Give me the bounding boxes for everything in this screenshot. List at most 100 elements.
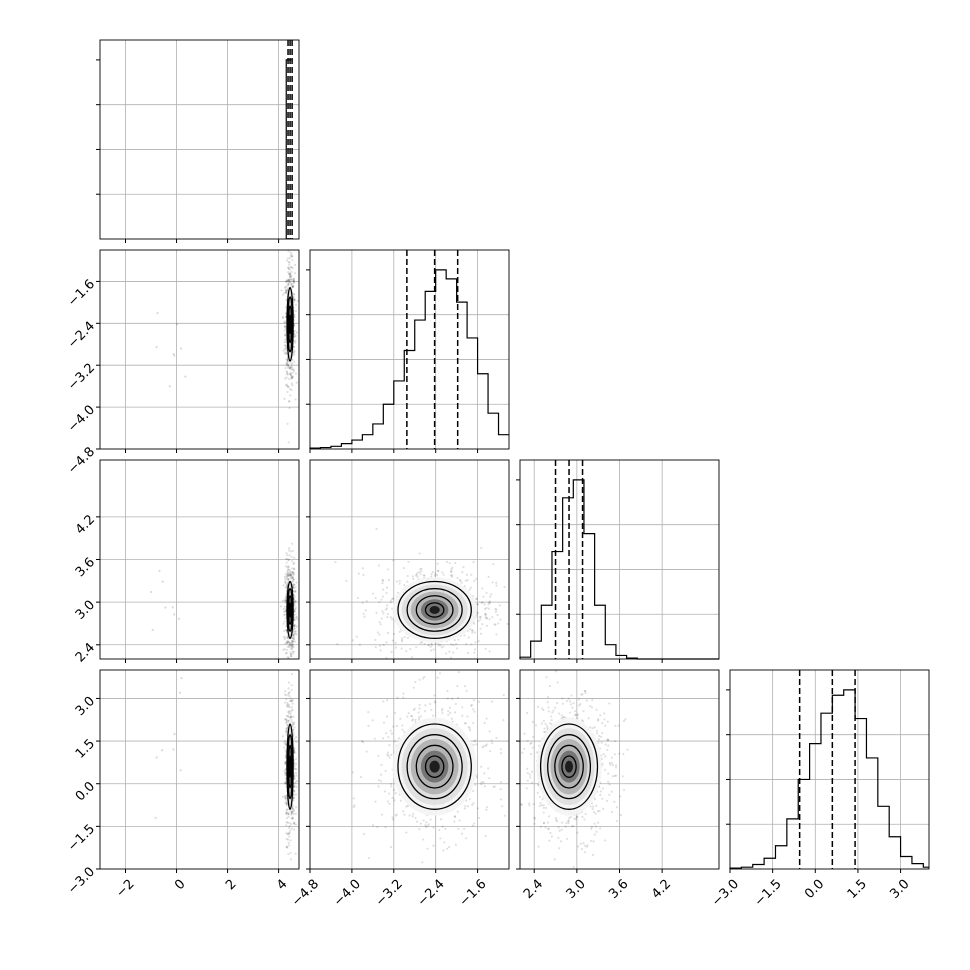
scatter-point — [154, 816, 157, 819]
scatter-point — [289, 372, 292, 375]
scatter-point — [289, 574, 292, 577]
scatter-point — [434, 701, 437, 704]
scatter-point — [285, 694, 288, 697]
scatter-point — [284, 286, 287, 289]
scatter-point — [390, 753, 393, 756]
scatter-point — [499, 618, 502, 621]
scatter-point — [292, 568, 296, 571]
scatter-point — [288, 275, 291, 279]
scatter-point — [284, 586, 287, 589]
scatter-point — [284, 351, 287, 354]
scatter-point — [293, 350, 296, 353]
scatter-point — [574, 714, 577, 717]
scatter-point — [475, 577, 478, 580]
scatter-point — [451, 574, 454, 577]
scatter-point — [288, 400, 291, 403]
scatter-point — [292, 578, 295, 581]
scatter-point — [287, 266, 290, 269]
scatter-point — [293, 600, 297, 603]
scatter-point — [425, 821, 428, 824]
scatter-point — [381, 588, 385, 591]
scatter-point — [461, 571, 464, 574]
scatter-point — [286, 371, 289, 374]
scatter-point — [548, 839, 551, 842]
scatter-point — [374, 596, 377, 600]
scatter-point — [489, 600, 492, 603]
scatter-point — [473, 710, 476, 713]
scatter-point — [602, 807, 605, 811]
scatter-point — [560, 714, 564, 717]
scatter-point — [172, 748, 175, 751]
scatter-point — [283, 344, 287, 347]
scatter-point — [580, 693, 583, 696]
scatter-point — [283, 620, 286, 623]
scatter-point — [289, 265, 292, 269]
scatter-point — [450, 568, 453, 571]
scatter-point — [585, 845, 589, 848]
scatter-point — [283, 614, 286, 617]
scatter-point — [293, 600, 297, 603]
scatter-point — [476, 807, 479, 810]
scatter-point — [288, 706, 291, 709]
panel-2-2 — [516, 459, 720, 663]
scatter-point — [291, 575, 294, 578]
scatter-point — [540, 722, 543, 725]
scatter-point — [608, 702, 611, 705]
scatter-point — [288, 821, 291, 824]
scatter-point — [151, 628, 154, 632]
scatter-point — [379, 623, 382, 626]
scatter-point — [407, 560, 410, 563]
scatter-point — [293, 640, 297, 643]
scatter-point — [449, 574, 453, 577]
scatter-point — [450, 717, 453, 720]
scatter-point — [292, 277, 296, 280]
scatter-point — [622, 752, 625, 756]
scatter-point — [500, 781, 503, 784]
scatter-point — [393, 799, 396, 802]
scatter-point — [503, 814, 506, 817]
scatter-point — [626, 748, 629, 751]
scatter-point — [286, 362, 289, 366]
scatter-point — [547, 706, 550, 709]
scatter-point — [290, 641, 293, 644]
scatter-point — [409, 647, 412, 651]
scatter-point — [173, 613, 176, 616]
scatter-point — [614, 724, 617, 728]
scatter-point — [436, 574, 439, 577]
scatter-point — [474, 783, 477, 787]
scatter-point — [470, 573, 473, 576]
scatter-point — [572, 865, 575, 868]
scatter-point — [290, 266, 293, 269]
scatter-point — [279, 605, 282, 608]
scatter-point — [375, 611, 378, 614]
scatter-point — [461, 706, 464, 709]
scatter-point — [284, 582, 287, 585]
scatter-point — [296, 618, 299, 621]
scatter-point — [390, 732, 394, 735]
scatter-point — [603, 768, 607, 771]
scatter-point — [282, 622, 285, 625]
scatter-point — [291, 807, 294, 810]
scatter-point — [530, 770, 534, 773]
scatter-point — [289, 839, 292, 842]
scatter-point — [293, 726, 296, 729]
histogram-line — [309, 269, 509, 449]
scatter-point — [377, 754, 380, 757]
density-fill — [565, 760, 574, 773]
y-tick-label: −2.4 — [65, 319, 98, 352]
scatter-point — [480, 783, 483, 786]
scatter-point — [282, 349, 285, 352]
scatter-point — [291, 640, 294, 643]
scatter-point — [286, 701, 289, 705]
scatter-point — [402, 696, 405, 699]
scatter-point — [284, 577, 287, 580]
scatter-point — [289, 652, 293, 656]
scatter-point — [285, 722, 288, 725]
scatter-point — [445, 847, 449, 850]
scatter-point — [365, 600, 368, 603]
scatter-point — [382, 700, 385, 703]
scatter-point — [423, 642, 426, 646]
scatter-point — [285, 280, 288, 283]
scatter-point — [456, 576, 459, 580]
scatter-point — [521, 751, 524, 754]
